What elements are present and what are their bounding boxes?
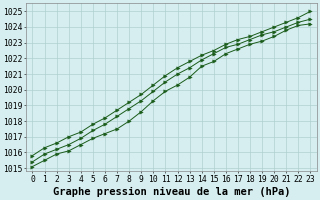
X-axis label: Graphe pression niveau de la mer (hPa): Graphe pression niveau de la mer (hPa) bbox=[53, 186, 290, 197]
